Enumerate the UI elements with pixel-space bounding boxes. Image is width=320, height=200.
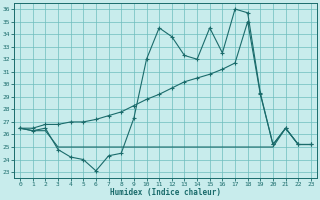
X-axis label: Humidex (Indice chaleur): Humidex (Indice chaleur): [110, 188, 221, 197]
